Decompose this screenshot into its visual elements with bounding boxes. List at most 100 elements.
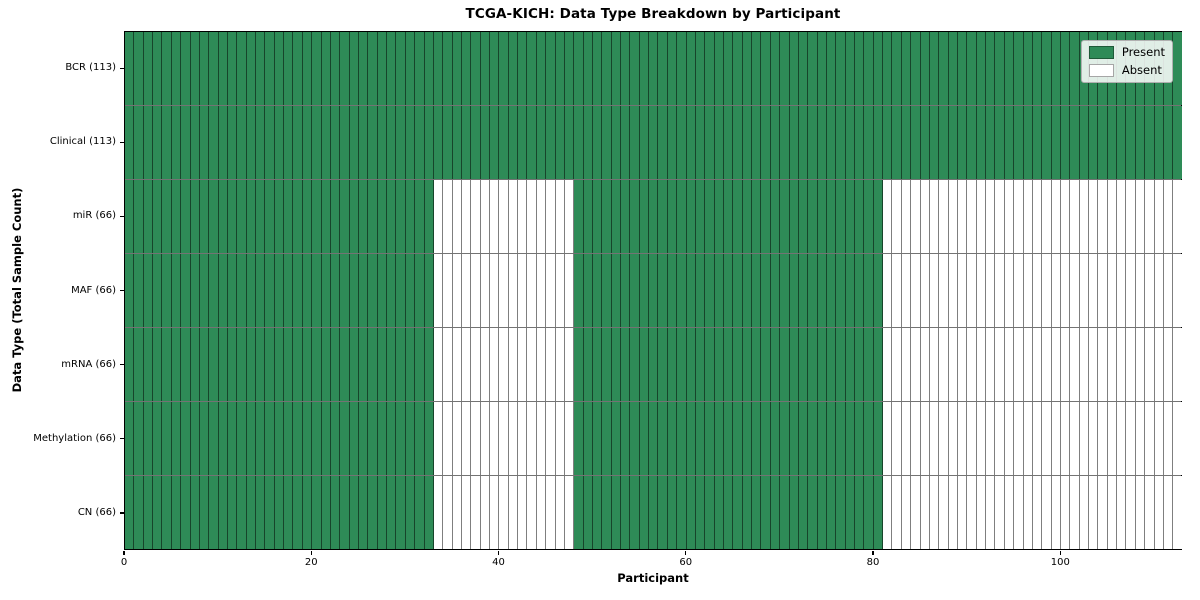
cell-present xyxy=(574,106,584,179)
cell-absent xyxy=(433,328,444,401)
cell-present xyxy=(808,106,818,179)
y-tick-mark xyxy=(119,438,124,440)
cell-absent xyxy=(929,402,940,475)
cell-absent xyxy=(1098,328,1108,401)
cell-present xyxy=(798,328,809,401)
cell-present xyxy=(677,476,687,549)
cell-absent xyxy=(967,476,977,549)
legend-entry: Present xyxy=(1088,46,1165,59)
cell-present xyxy=(209,476,219,549)
cell-present xyxy=(705,106,715,179)
cell-present xyxy=(714,328,724,401)
cell-present xyxy=(190,32,200,105)
cell-absent xyxy=(452,254,462,327)
cell-present xyxy=(1051,106,1061,179)
cell-present xyxy=(368,106,378,179)
cell-absent xyxy=(546,402,556,475)
cell-present xyxy=(686,402,696,475)
cell-present xyxy=(1023,106,1033,179)
cell-present xyxy=(274,106,285,179)
cell-present xyxy=(592,476,603,549)
cell-present xyxy=(845,254,856,327)
cell-present xyxy=(499,106,509,179)
cell-present xyxy=(1070,106,1080,179)
cell-absent xyxy=(1173,328,1182,401)
cell-present xyxy=(667,476,678,549)
cell-absent xyxy=(1117,254,1127,327)
cell-absent xyxy=(883,402,893,475)
cell-present xyxy=(377,180,388,253)
x-tick-mark xyxy=(1059,551,1061,555)
cell-present xyxy=(752,180,762,253)
cell-present xyxy=(611,106,622,179)
cell-present xyxy=(153,254,163,327)
cell-present xyxy=(1126,106,1136,179)
cell-absent xyxy=(443,402,453,475)
cell-present xyxy=(695,106,706,179)
cell-present xyxy=(499,32,509,105)
cell-present xyxy=(1014,32,1024,105)
cell-absent xyxy=(995,254,1005,327)
cell-present xyxy=(209,402,219,475)
cell-present xyxy=(845,328,856,401)
cell-absent xyxy=(883,328,893,401)
x-tick-label: 0 xyxy=(120,557,128,568)
cell-absent xyxy=(1154,476,1164,549)
cell-present xyxy=(536,106,547,179)
cell-present xyxy=(171,328,182,401)
cell-absent xyxy=(1014,402,1024,475)
cell-present xyxy=(265,106,275,179)
cell-absent xyxy=(948,402,958,475)
cell-present xyxy=(602,476,612,549)
cell-present xyxy=(864,106,874,179)
cell-present xyxy=(621,32,631,105)
cell-absent xyxy=(948,180,958,253)
cell-absent xyxy=(1060,402,1071,475)
cell-present xyxy=(752,328,762,401)
cell-absent xyxy=(901,328,912,401)
cell-present xyxy=(387,328,397,401)
cell-present xyxy=(134,106,144,179)
cell-present xyxy=(237,254,247,327)
cell-present xyxy=(864,328,874,401)
cell-absent xyxy=(480,476,491,549)
cell-present xyxy=(349,402,359,475)
cell-absent xyxy=(480,328,491,401)
cell-present xyxy=(265,254,275,327)
cell-present xyxy=(602,254,612,327)
cell-present xyxy=(742,328,753,401)
cell-present xyxy=(705,32,715,105)
cell-present xyxy=(724,402,734,475)
cell-present xyxy=(724,254,734,327)
cell-present xyxy=(171,180,182,253)
cell-present xyxy=(621,106,631,179)
cell-present xyxy=(798,476,809,549)
cell-present xyxy=(293,180,303,253)
cell-present xyxy=(405,32,416,105)
cell-absent xyxy=(433,476,444,549)
cell-absent xyxy=(1042,402,1052,475)
cell-present xyxy=(742,32,753,105)
cell-present xyxy=(312,106,322,179)
cell-present xyxy=(433,106,444,179)
cell-present xyxy=(892,106,902,179)
cell-present xyxy=(143,402,154,475)
cell-present xyxy=(536,32,547,105)
cell-present xyxy=(330,328,341,401)
cell-present xyxy=(227,254,238,327)
cell-absent xyxy=(461,180,472,253)
heatmap-row xyxy=(125,476,1182,549)
cell-absent xyxy=(536,402,547,475)
cell-present xyxy=(508,32,519,105)
cell-present xyxy=(330,32,341,105)
cell-absent xyxy=(1126,402,1136,475)
cell-absent xyxy=(892,476,902,549)
cell-absent xyxy=(1098,476,1108,549)
cell-present xyxy=(583,180,593,253)
cell-present xyxy=(789,328,799,401)
cell-present xyxy=(948,106,958,179)
cell-present xyxy=(1079,106,1090,179)
cell-absent xyxy=(508,180,519,253)
cell-present xyxy=(826,254,837,327)
cell-present xyxy=(667,328,678,401)
